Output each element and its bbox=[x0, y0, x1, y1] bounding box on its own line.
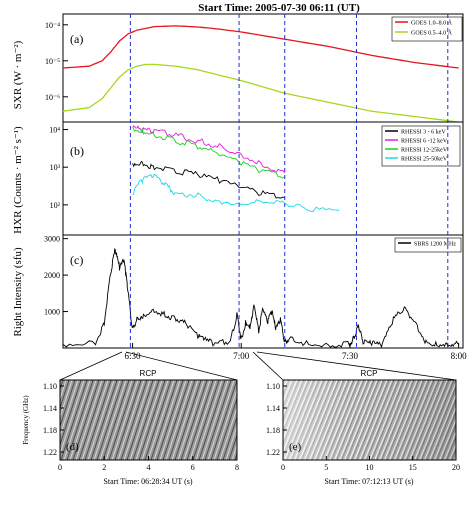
b-tick-label-2: 10² bbox=[50, 201, 61, 210]
connector-d-left bbox=[59, 351, 123, 381]
y-tick-label-2: 1.18 bbox=[266, 426, 280, 435]
c-tick-label-2: 3000 bbox=[44, 235, 60, 244]
panel-b-series bbox=[132, 125, 340, 213]
panel-a-ylabel: SXR (W · m⁻²) bbox=[12, 40, 24, 109]
x-tick-label-2: 4 bbox=[147, 463, 151, 472]
panel-a: (a) SXR (W · m⁻²) 10⁻⁴ 10⁻⁵ 10⁻⁶ GOES 1.0–… bbox=[12, 13, 464, 123]
y-tick-label-3: 1.22 bbox=[43, 448, 57, 457]
panel-a-yticks: 10⁻⁴ 10⁻⁵ 10⁻⁶ bbox=[45, 21, 68, 102]
panel-b-yticks: 10⁴ 10³ 10² bbox=[49, 126, 68, 210]
series-line-0 bbox=[62, 247, 460, 349]
panel-c-xticks: 6:30 7:00 7:30 8:00 bbox=[125, 343, 468, 361]
b-tick-label-0: 10⁴ bbox=[49, 126, 60, 135]
y-tick-label-2: 1.18 bbox=[43, 426, 57, 435]
legend-box bbox=[391, 16, 463, 42]
connector-d-right bbox=[125, 351, 238, 381]
panel-a-legend: GOES 1.0–8.0 Å GOES 0.5–4.0 Å bbox=[391, 16, 463, 42]
c-x-tick-label-3: 8:00 bbox=[451, 351, 468, 361]
event-lines bbox=[129, 14, 449, 348]
x-tick-label-0: 0 bbox=[58, 463, 62, 472]
series-line-2 bbox=[132, 126, 285, 179]
legend-label-1: GOES 0.5–4.0 Å bbox=[411, 29, 453, 37]
legend-label-2: RHESSI 12-25keV bbox=[401, 148, 448, 154]
x-tick-label-3: 15 bbox=[409, 463, 417, 472]
panel-b-label: (b) bbox=[70, 144, 84, 158]
panel-a-label: (a) bbox=[70, 32, 83, 46]
c-tick-label-0: 1000 bbox=[44, 308, 60, 317]
panel-c-series bbox=[62, 247, 460, 349]
panel-c-yticks: 1000 2000 3000 bbox=[44, 235, 68, 317]
panel-c-legend: SBRS 1200 MHz bbox=[394, 237, 462, 253]
panel-a-series bbox=[62, 25, 459, 123]
c-x-tick-label-2: 7:30 bbox=[342, 351, 359, 361]
x-tick-label-4: 8 bbox=[235, 463, 239, 472]
panel-c: (c) Right Intensity (sfu) 1000 2000 3000 S… bbox=[12, 234, 468, 361]
legend-box bbox=[381, 125, 461, 167]
panel-c-ylabel: Right Intensity (sfu) bbox=[12, 247, 24, 337]
panel-e-title: RCP bbox=[361, 369, 378, 378]
panel-e-xlabel: Start Time: 07:12:13 UT (s) bbox=[324, 477, 414, 486]
panel-c-label: (c) bbox=[70, 253, 83, 267]
panel-b-legend: RHESSI 3 - 6 keV RHESSI 6 -12 keV RHESSI 1… bbox=[381, 125, 461, 167]
panel-d-ticks: 0 2 4 6 8 1.10 1.14 1.18 1.22 bbox=[43, 382, 239, 472]
legend-label-0: RHESSI 3 - 6 keV bbox=[401, 130, 446, 136]
x-tick-label-3: 6 bbox=[191, 463, 195, 472]
connector-e-right bbox=[256, 351, 457, 381]
figure-title: Start Time: 2005-07-30 06:11 (UT) bbox=[198, 2, 360, 14]
a-tick-label-1: 10⁻⁵ bbox=[45, 57, 60, 66]
series-line-3 bbox=[132, 173, 340, 213]
x-tick-label-4: 20 bbox=[452, 463, 460, 472]
legend-label-0: SBRS 1200 MHz bbox=[414, 242, 456, 248]
panel-d: RCP (d) Frequency (GHz) Start Time: 06:2… bbox=[22, 369, 239, 486]
series-line-0 bbox=[62, 25, 459, 69]
panel-e-ticks: 0 5 10 15 20 1.10 1.14 1.18 1.22 bbox=[266, 382, 460, 472]
c-x-tick-label-0: 6:30 bbox=[125, 351, 142, 361]
panel-d-title: RCP bbox=[140, 369, 157, 378]
panel-d-image bbox=[60, 380, 237, 460]
panel-d-label: (d) bbox=[66, 441, 79, 453]
c-tick-label-1: 2000 bbox=[44, 271, 60, 280]
b-tick-label-1: 10³ bbox=[50, 163, 61, 172]
y-tick-label-3: 1.22 bbox=[266, 448, 280, 457]
y-tick-label-0: 1.10 bbox=[43, 382, 57, 391]
panel-d-ylabel: Frequency (GHz) bbox=[22, 395, 30, 445]
x-tick-label-1: 5 bbox=[324, 463, 328, 472]
x-tick-label-0: 0 bbox=[281, 463, 285, 472]
y-tick-label-1: 1.14 bbox=[43, 404, 57, 413]
panel-c-frame bbox=[62, 234, 464, 349]
panel-e-label: (e) bbox=[289, 441, 302, 453]
x-tick-label-2: 10 bbox=[366, 463, 374, 472]
legend-label-1: RHESSI 6 -12 keV bbox=[401, 139, 448, 145]
legend-box bbox=[394, 237, 462, 253]
y-tick-label-1: 1.14 bbox=[266, 404, 280, 413]
panel-b: (b) HXR (Counts · m⁻² s⁻¹) 10⁴ 10³ 10² RHE… bbox=[12, 121, 464, 236]
x-tick-label-1: 2 bbox=[102, 463, 106, 472]
panel-e: RCP (e) Start Time: 07:12:13 UT (s) 0 5 10… bbox=[266, 369, 460, 486]
a-tick-label-2: 10⁻⁶ bbox=[45, 93, 60, 102]
series-line-1 bbox=[132, 125, 286, 174]
series-line-0 bbox=[132, 160, 285, 199]
y-tick-label-0: 1.10 bbox=[266, 382, 280, 391]
panel-b-ylabel: HXR (Counts · m⁻² s⁻¹) bbox=[12, 126, 24, 234]
c-x-tick-label-1: 7:00 bbox=[233, 351, 250, 361]
connector-e-left bbox=[252, 351, 284, 381]
legend-label-3: RHESSI 25-50keV bbox=[401, 157, 448, 163]
panel-d-xlabel: Start Time: 06:28:34 UT (s) bbox=[103, 477, 193, 486]
series-line-1 bbox=[62, 63, 459, 123]
zoom-connectors bbox=[59, 351, 457, 381]
panel-e-fade bbox=[283, 380, 456, 460]
legend-label-0: GOES 1.0–8.0 Å bbox=[411, 19, 453, 27]
a-tick-label-0: 10⁻⁴ bbox=[45, 21, 60, 30]
